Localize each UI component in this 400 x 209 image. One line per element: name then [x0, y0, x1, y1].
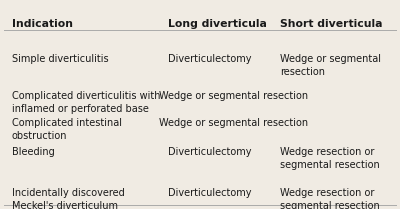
Text: Indication: Indication [12, 19, 73, 29]
Text: Wedge or segmental resection: Wedge or segmental resection [160, 118, 308, 128]
Text: Diverticulectomy: Diverticulectomy [168, 147, 252, 157]
Text: Complicated intestinal
obstruction: Complicated intestinal obstruction [12, 118, 122, 141]
Text: Diverticulectomy: Diverticulectomy [168, 188, 252, 198]
Text: Simple diverticulitis: Simple diverticulitis [12, 54, 109, 64]
Text: Short diverticula: Short diverticula [280, 19, 382, 29]
Text: Wedge resection or
segmental resection: Wedge resection or segmental resection [280, 188, 380, 209]
Text: Complicated diverticulitis with
inflamed or perforated base: Complicated diverticulitis with inflamed… [12, 91, 160, 114]
Text: Diverticulectomy: Diverticulectomy [168, 54, 252, 64]
Text: Wedge or segmental resection: Wedge or segmental resection [160, 91, 308, 101]
Text: Long diverticula: Long diverticula [168, 19, 267, 29]
Text: Incidentally discovered
Meckel's diverticulum: Incidentally discovered Meckel's diverti… [12, 188, 125, 209]
Text: Wedge resection or
segmental resection: Wedge resection or segmental resection [280, 147, 380, 170]
Text: Bleeding: Bleeding [12, 147, 55, 157]
Text: Wedge or segmental
resection: Wedge or segmental resection [280, 54, 381, 77]
